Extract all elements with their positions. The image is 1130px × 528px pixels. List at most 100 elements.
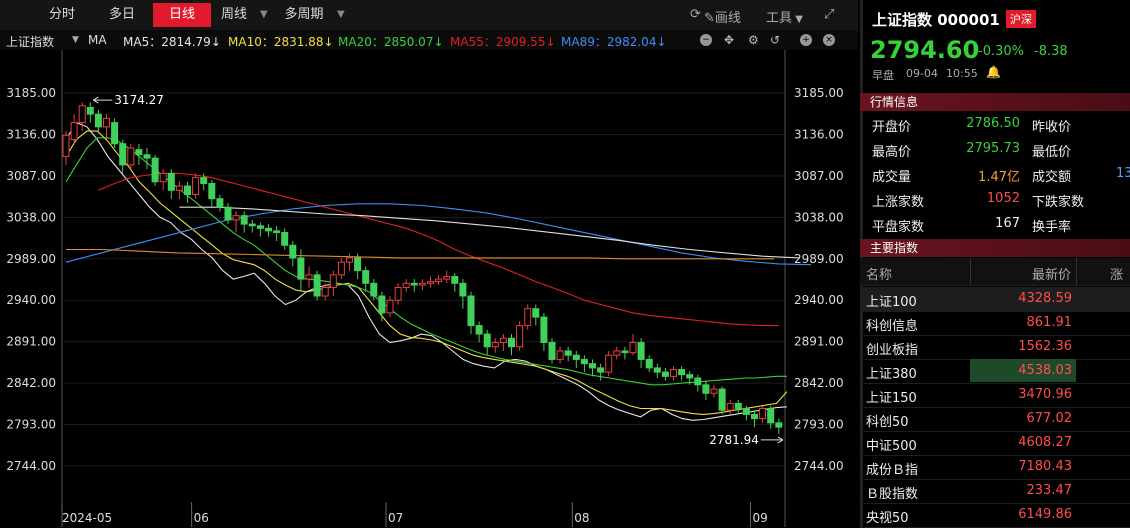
index-name: 成份Ｂ指 bbox=[866, 463, 919, 478]
chevron-down-icon[interactable]: ▼ bbox=[337, 9, 345, 20]
ma-line-ma55 bbox=[98, 172, 779, 327]
move-icon[interactable]: ✥ bbox=[724, 33, 735, 47]
candle-body bbox=[119, 143, 127, 166]
gear-icon[interactable]: ⚙ bbox=[748, 33, 759, 47]
index-row[interactable]: 中证500 4608.27 bbox=[860, 431, 1130, 456]
reset-icon[interactable]: ↺ bbox=[770, 33, 781, 47]
index-price: 4328.59 bbox=[1018, 291, 1072, 306]
tab-intraday[interactable]: 分时 bbox=[48, 7, 75, 22]
ma-label[interactable]: MA bbox=[88, 33, 107, 47]
candle-body bbox=[605, 354, 613, 373]
index-row[interactable]: 成份Ｂ指 7180.43 bbox=[860, 455, 1130, 480]
minus-icon[interactable]: − bbox=[700, 34, 712, 46]
ma10-value: MA10：2831.88↓ bbox=[228, 35, 334, 49]
x-tick-label: 08 bbox=[574, 511, 589, 525]
index-row[interactable]: 科创50 677.02 bbox=[860, 407, 1130, 432]
tab-multi-day[interactable]: 多日 bbox=[108, 7, 135, 22]
index-price: 6149.86 bbox=[1018, 507, 1072, 522]
refresh-icon[interactable]: ⟳ bbox=[690, 7, 701, 22]
ma89-value: MA89：2982.04↓ bbox=[561, 35, 667, 49]
tab-weekly[interactable]: 周线 bbox=[220, 7, 247, 22]
ma20-value: MA20：2850.07↓ bbox=[338, 35, 444, 49]
annotation-arrowhead bbox=[777, 436, 784, 444]
y-tick-label-right: 3185.00 bbox=[794, 86, 844, 100]
candle-body bbox=[418, 282, 426, 286]
draw-line-button[interactable]: ✎画线 bbox=[704, 11, 741, 26]
index-row[interactable]: Ｂ股指数 233.47 bbox=[860, 479, 1130, 504]
candle-body bbox=[491, 342, 499, 348]
tools-button[interactable]: 工具 ▼ bbox=[766, 11, 803, 26]
y-tick-label-right: 2744.00 bbox=[794, 459, 844, 473]
candle-body bbox=[216, 198, 224, 208]
candle-body bbox=[78, 105, 86, 124]
index-row[interactable]: 创业板指 1562.36 bbox=[860, 335, 1130, 360]
candle-body bbox=[281, 232, 289, 246]
market-info-label: 昨收价 bbox=[1032, 120, 1072, 135]
candle-body bbox=[386, 299, 394, 314]
market-info-label: 成交量 bbox=[872, 170, 912, 185]
candle-body bbox=[297, 257, 305, 280]
market-info-label: 上涨家数 bbox=[872, 195, 925, 210]
candle-body bbox=[184, 185, 191, 195]
market-info-value: 13 bbox=[1116, 166, 1130, 181]
candlestick-chart[interactable]: 3185.00 3185.00 3136.00 3136.00 3087.00 3087.… bbox=[0, 50, 858, 527]
market-info-value: 2795.73 bbox=[966, 141, 1020, 156]
candle-body bbox=[540, 316, 548, 344]
quote-date: 09-04 bbox=[906, 67, 938, 80]
candle-body bbox=[702, 384, 710, 394]
y-tick-label-left: 2744.00 bbox=[6, 459, 56, 473]
chevron-down-icon[interactable]: ▼ bbox=[260, 9, 268, 20]
index-row[interactable]: 上证380 4538.03 bbox=[860, 359, 1130, 384]
bell-icon[interactable]: 🔔 bbox=[986, 65, 1001, 79]
candle-body bbox=[427, 281, 434, 284]
last-price: 2794.60 bbox=[870, 36, 980, 64]
candle-body bbox=[346, 257, 353, 263]
y-tick-label-left: 2793.00 bbox=[6, 418, 56, 432]
index-row[interactable]: 上证100 4328.59 bbox=[860, 287, 1130, 312]
index-price: 1562.36 bbox=[1018, 339, 1072, 354]
candle-body bbox=[321, 287, 329, 297]
candle-body bbox=[443, 276, 451, 280]
candle-body bbox=[686, 374, 694, 379]
ma-line-ma5 bbox=[65, 121, 787, 421]
close-icon[interactable]: × bbox=[823, 34, 835, 46]
candle-body bbox=[94, 113, 102, 128]
security-title: 上证指数 000001 bbox=[872, 11, 1000, 29]
index-row[interactable]: 上证150 3470.96 bbox=[860, 383, 1130, 408]
candle-body bbox=[459, 282, 467, 297]
plus-icon[interactable]: + bbox=[800, 34, 812, 46]
candle-body bbox=[751, 413, 758, 420]
candle-body bbox=[135, 149, 143, 156]
section-main-indices: 主要指数 bbox=[860, 239, 1130, 257]
market-info-label: 开盘价 bbox=[872, 120, 912, 135]
index-row[interactable]: 科创信息 861.91 bbox=[860, 311, 1130, 336]
y-tick-label-left: 2989.00 bbox=[6, 252, 56, 266]
pencil-icon: ✎ bbox=[704, 11, 715, 26]
candle-body bbox=[208, 183, 216, 200]
chevron-down-icon[interactable]: ▼ bbox=[72, 35, 79, 45]
index-row[interactable]: 央视50 6149.86 bbox=[860, 503, 1130, 528]
y-tick-label-right: 2891.00 bbox=[794, 335, 844, 349]
tab-daily[interactable]: 日线 bbox=[153, 3, 211, 27]
candle-body bbox=[256, 225, 264, 229]
candle-body bbox=[111, 122, 119, 145]
col-change[interactable]: 涨 bbox=[1110, 268, 1124, 283]
expand-icon[interactable]: ⤢ bbox=[824, 7, 835, 22]
y-tick-label-right: 3087.00 bbox=[794, 169, 844, 183]
x-tick-label: 09 bbox=[753, 511, 768, 525]
col-name[interactable]: 名称 bbox=[866, 268, 893, 283]
candle-body bbox=[670, 369, 677, 377]
index-name: 中证500 bbox=[866, 439, 917, 454]
annotation-label-high: 3174.27 bbox=[114, 93, 164, 107]
indices-header: 名称 最新价 涨 bbox=[860, 258, 1130, 286]
col-price[interactable]: 最新价 bbox=[1032, 268, 1072, 283]
market-info-value: 1052 bbox=[986, 191, 1020, 206]
index-name: 创业板指 bbox=[866, 343, 919, 358]
candle-body bbox=[661, 371, 669, 377]
session-label: 早盘 bbox=[872, 69, 894, 82]
change-percent: -0.30% bbox=[978, 44, 1024, 59]
tab-multi-period[interactable]: 多周期 bbox=[284, 7, 324, 22]
market-info-value: 1.47亿 bbox=[978, 170, 1020, 185]
candle-body bbox=[86, 106, 94, 115]
index-name: 科创50 bbox=[866, 415, 909, 430]
